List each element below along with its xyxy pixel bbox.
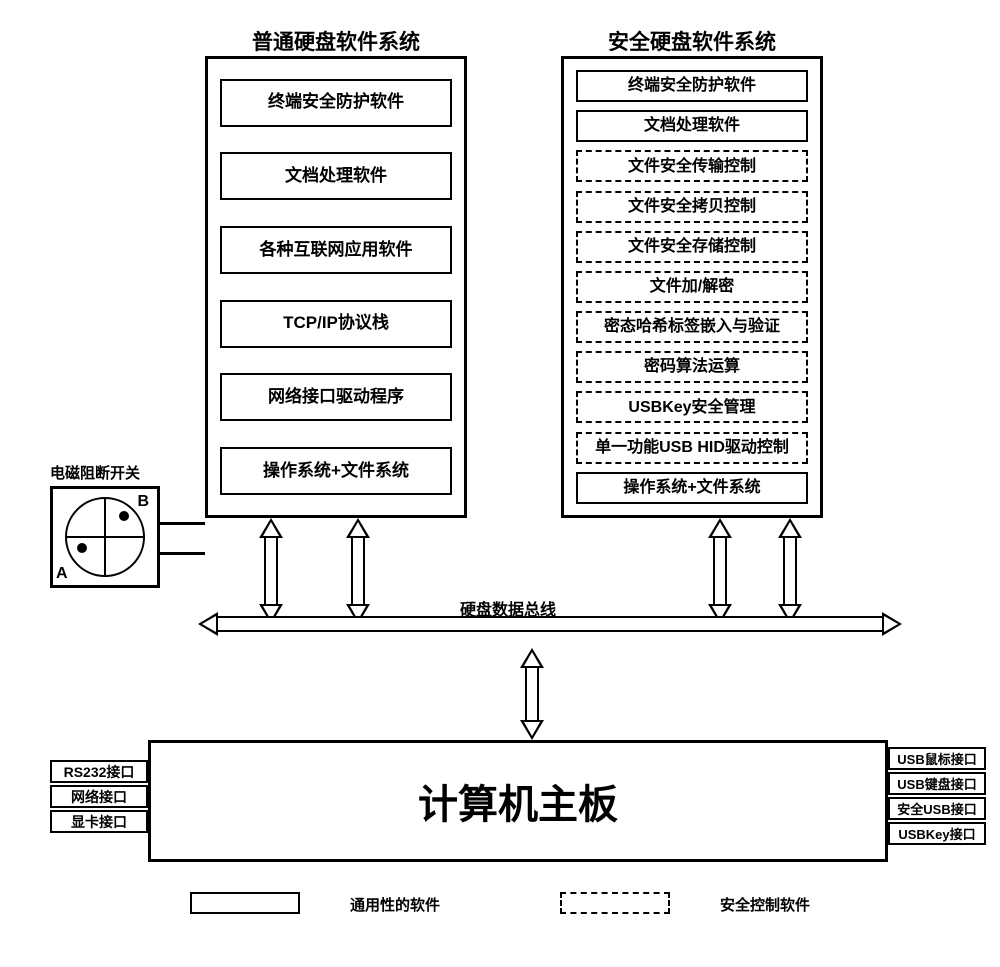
legend-dashed-box: [560, 892, 670, 914]
left-stack-item: 网络接口驱动程序: [220, 373, 452, 421]
switch-label-b: B: [137, 493, 149, 511]
right-stack-item: 终端安全防护软件: [576, 70, 808, 102]
right-port: USB键盘接口: [888, 772, 986, 795]
switch-title: 电磁阻断开关: [50, 462, 140, 483]
legend-solid-label: 通用性的软件: [350, 894, 440, 915]
mainboard: 计算机主板: [148, 740, 888, 862]
right-port: USBKey接口: [888, 822, 986, 845]
right-stack-title: 安全硬盘软件系统: [561, 26, 823, 56]
right-stack-item: 密态哈希标签嵌入与验证: [576, 311, 808, 343]
left-stack-item: 操作系统+文件系统: [220, 447, 452, 495]
right-port: 安全USB接口: [888, 797, 986, 820]
switch-box: AB: [50, 486, 160, 588]
left-stack-title: 普通硬盘软件系统: [205, 26, 467, 56]
right-stack-item: 单一功能USB HID驱动控制: [576, 432, 808, 464]
right-stack-item: 文档处理软件: [576, 110, 808, 142]
left-stack-item: 文档处理软件: [220, 152, 452, 200]
left-stack-item: 各种互联网应用软件: [220, 226, 452, 274]
right-stack-item: 文件加/解密: [576, 271, 808, 303]
left-stack: 终端安全防护软件文档处理软件各种互联网应用软件 TCP/IP协议栈网络接口驱动程序…: [205, 56, 467, 518]
left-stack-item: 终端安全防护软件: [220, 79, 452, 127]
bus-label: 硬盘数据总线: [460, 596, 556, 620]
right-stack-item: 密码算法运算: [576, 351, 808, 383]
legend-dashed-label: 安全控制软件: [720, 894, 810, 915]
right-stack: 终端安全防护软件文档处理软件文件安全传输控制文件安全拷贝控制文件安全存储控制文件…: [561, 56, 823, 518]
legend-solid-box: [190, 892, 300, 914]
right-stack-item: 文件安全拷贝控制: [576, 191, 808, 223]
right-stack-item: 操作系统+文件系统: [576, 472, 808, 504]
right-stack-item: 文件安全存储控制: [576, 231, 808, 263]
left-stack-item: TCP/IP协议栈: [220, 300, 452, 348]
switch-label-a: A: [56, 565, 68, 583]
left-port: 网络接口: [50, 785, 148, 808]
right-stack-item: 文件安全传输控制: [576, 150, 808, 182]
right-stack-item: USBKey安全管理: [576, 391, 808, 423]
switch-circle: [65, 497, 145, 577]
left-port: 显卡接口: [50, 810, 148, 833]
right-port: USB鼠标接口: [888, 747, 986, 770]
left-port: RS232接口: [50, 760, 148, 783]
